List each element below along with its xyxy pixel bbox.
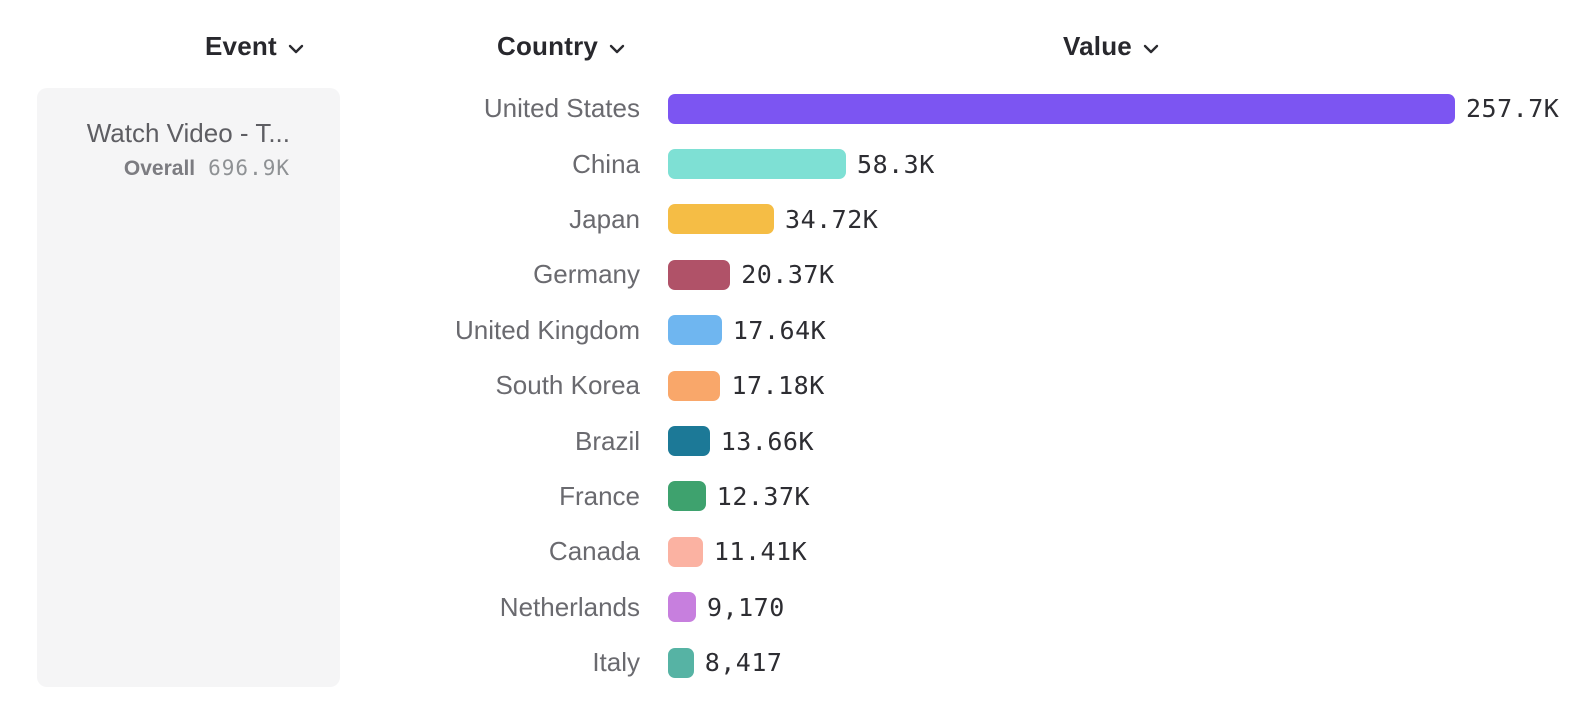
value-bar[interactable]: [668, 481, 706, 512]
bar-value-label: 13.66K: [720, 426, 815, 456]
country-label: Netherlands: [499, 591, 640, 622]
chevron-down-icon: [1143, 44, 1159, 54]
chart-row: Brazil 13.66K: [0, 413, 1584, 468]
chart-row: United Kingdom 17.64K: [0, 303, 1584, 358]
country-label: Italy: [592, 647, 640, 678]
chart-row: Germany 20.37K: [0, 247, 1584, 302]
chart-row: China 58.3K: [0, 136, 1584, 191]
bar-value-label: 17.18K: [731, 371, 825, 401]
country-label: United States: [483, 93, 640, 124]
chevron-down-icon: [288, 44, 304, 54]
value-bar[interactable]: [668, 259, 731, 290]
bar-value-label: 8,417: [704, 648, 783, 678]
value-bar[interactable]: [668, 93, 1455, 124]
country-label: Japan: [569, 203, 640, 234]
value-bar[interactable]: [668, 647, 694, 678]
value-column-label: Value: [1063, 31, 1132, 61]
country-label: Brazil: [574, 425, 640, 456]
value-bar[interactable]: [668, 536, 703, 567]
chart-row: Canada 11.41K: [0, 524, 1584, 579]
bar-value-label: 58.3K: [857, 149, 935, 179]
chart-rows: United States 257.7K China 58.3K Japan 3…: [0, 81, 1584, 690]
country-column-label: Country: [497, 31, 599, 61]
bar-value-label: 17.64K: [732, 315, 827, 345]
chart-row: Japan 34.72K: [0, 192, 1584, 247]
chart-row: Netherlands 9,170: [0, 580, 1584, 635]
value-column-dropdown[interactable]: Value: [1063, 31, 1159, 62]
bar-value-label: 257.7K: [1466, 94, 1560, 124]
chevron-down-icon: [609, 44, 625, 54]
value-bar[interactable]: [668, 426, 710, 457]
country-label: South Korea: [495, 370, 640, 401]
country-label: Canada: [548, 536, 640, 567]
bar-value-label: 11.41K: [713, 537, 808, 567]
event-metric-label: Overall: [123, 157, 196, 180]
bar-value-label: 20.37K: [741, 260, 835, 290]
bar-value-label: 34.72K: [785, 204, 879, 234]
bar-value-label: 9,170: [707, 592, 785, 622]
country-label: France: [559, 480, 640, 511]
value-bar[interactable]: [668, 315, 722, 346]
value-bar[interactable]: [668, 149, 847, 180]
event-column-label: Event: [205, 31, 277, 61]
event-metric-value: 696.9K: [208, 156, 290, 180]
event-column-dropdown[interactable]: Event: [205, 31, 304, 62]
event-card[interactable]: Watch Video - T... Overall 696.9K: [37, 88, 340, 687]
value-bar[interactable]: [668, 592, 696, 623]
country-label: China: [572, 148, 640, 179]
chart-row: Italy 8,417: [0, 635, 1584, 690]
country-column-dropdown[interactable]: Country: [497, 31, 625, 62]
chart-row: United States 257.7K: [0, 81, 1584, 136]
value-bar[interactable]: [668, 370, 721, 401]
event-title: Watch Video - T...: [86, 118, 290, 148]
country-label: Germany: [533, 259, 640, 290]
country-label: United Kingdom: [455, 314, 640, 345]
chart-row: France 12.37K: [0, 469, 1584, 524]
chart-row: South Korea 17.18K: [0, 358, 1584, 413]
bar-value-label: 12.37K: [716, 481, 811, 511]
value-bar[interactable]: [668, 204, 775, 235]
event-metric: Overall 696.9K: [37, 156, 340, 181]
